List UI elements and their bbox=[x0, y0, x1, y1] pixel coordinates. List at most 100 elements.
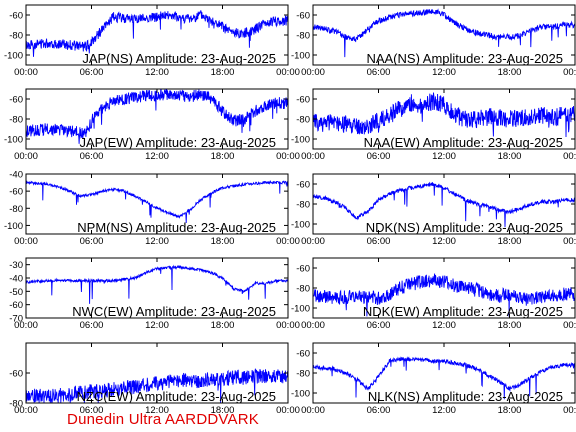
x-tick-label: 00:00 bbox=[301, 320, 325, 331]
y-tick-label: -50 bbox=[9, 287, 23, 298]
x-tick-label: 06:00 bbox=[80, 320, 104, 331]
x-tick-label: 06:00 bbox=[80, 236, 104, 247]
x-tick-label: 00:00 bbox=[276, 236, 300, 247]
y-tick-label: -60 bbox=[296, 264, 310, 275]
panel-7: -70 -60 -50 -40 -30 00:00 06:00 12:00 18:00 00:00… bbox=[9, 257, 300, 331]
y-tick-label: -80 bbox=[9, 399, 23, 410]
x-tick-label: 06:00 bbox=[367, 320, 391, 331]
x-tick-label: 00:00 bbox=[276, 151, 300, 162]
y-tick-label: -80 bbox=[296, 31, 310, 42]
y-tick-label: -40 bbox=[9, 170, 23, 181]
y-tick-label: -80 bbox=[296, 200, 310, 211]
x-tick-label: 00:00 bbox=[301, 67, 325, 78]
panel-title: NLK(NS) Amplitude: 23-Aug-2025 bbox=[368, 389, 563, 404]
x-tick-label: 18:00 bbox=[498, 320, 522, 331]
y-tick-label: -60 bbox=[9, 187, 23, 198]
plot-area bbox=[313, 258, 575, 318]
y-tick-label: -60 bbox=[9, 11, 23, 22]
y-tick-label: -100 bbox=[291, 135, 310, 146]
panel-10: -100-80-6000:0006:0012:0018:0000:00NLK(N… bbox=[291, 342, 576, 416]
x-tick-label: 00:00 bbox=[14, 320, 38, 331]
amplitude-trace bbox=[26, 89, 288, 144]
panel-title: NAA(NS) Amplitude: 23-Aug-2025 bbox=[366, 51, 563, 66]
x-tick-label: 06:00 bbox=[367, 236, 391, 247]
panel-2: -100-80-6000:0006:0012:0018:0000:00NAA(N… bbox=[291, 4, 576, 78]
panel-title: JAP(NS) Amplitude: 23-Aug-2025 bbox=[82, 51, 276, 66]
x-tick-label: 00:00 bbox=[563, 320, 576, 331]
x-tick-label: 00:00 bbox=[563, 151, 576, 162]
x-tick-label: 00:00 bbox=[276, 67, 300, 78]
x-tick-label: 00:00 bbox=[563, 67, 576, 78]
panel-title: NAA(EW) Amplitude: 23-Aug-2025 bbox=[364, 135, 563, 150]
y-tick-label: -80 bbox=[9, 115, 23, 126]
x-tick-label: 18:00 bbox=[211, 236, 235, 247]
y-tick-label: -80 bbox=[9, 204, 23, 215]
x-tick-label: 18:00 bbox=[211, 67, 235, 78]
y-tick-label: -60 bbox=[296, 180, 310, 191]
x-tick-label: 00:00 bbox=[301, 405, 325, 416]
panel-title: NDK(EW) Amplitude: 23-Aug-2025 bbox=[363, 304, 563, 319]
x-tick-label: 00:00 bbox=[14, 151, 38, 162]
panel-4: -100-80-6000:0006:0012:0018:0000:00NAA(E… bbox=[291, 88, 576, 162]
y-tick-label: -60 bbox=[9, 300, 23, 311]
x-tick-label: 06:00 bbox=[80, 67, 104, 78]
x-tick-label: 12:00 bbox=[432, 405, 456, 416]
x-tick-label: 00:00 bbox=[563, 236, 576, 247]
panel-title: NZC(EW) Amplitude: 23-Aug-2025 bbox=[77, 389, 276, 404]
x-tick-label: 06:00 bbox=[367, 151, 391, 162]
amplitude-trace bbox=[26, 264, 288, 304]
x-tick-label: 06:00 bbox=[80, 151, 104, 162]
y-tick-label: -100 bbox=[4, 51, 23, 62]
panel-title: JAP(EW) Amplitude: 23-Aug-2025 bbox=[79, 135, 276, 150]
amplitude-trace bbox=[313, 356, 575, 400]
x-tick-label: 18:00 bbox=[498, 405, 522, 416]
y-tick-label: -100 bbox=[4, 221, 23, 232]
x-tick-label: 12:00 bbox=[432, 67, 456, 78]
y-tick-label: -80 bbox=[296, 284, 310, 295]
x-tick-label: 00:00 bbox=[14, 405, 38, 416]
x-tick-label: 00:00 bbox=[563, 405, 576, 416]
x-tick-label: 12:00 bbox=[145, 67, 169, 78]
panel-8: -100-80-6000:0006:0012:0018:0000:00NDK(E… bbox=[291, 257, 576, 331]
x-tick-label: 12:00 bbox=[432, 320, 456, 331]
y-tick-label: -80 bbox=[296, 115, 310, 126]
x-tick-label: 18:00 bbox=[211, 151, 235, 162]
y-tick-label: -80 bbox=[9, 31, 23, 42]
y-tick-label: -60 bbox=[296, 11, 310, 22]
x-tick-label: 00:00 bbox=[276, 320, 300, 331]
x-tick-label: 12:00 bbox=[432, 151, 456, 162]
amplitude-trace bbox=[313, 92, 575, 138]
x-tick-label: 18:00 bbox=[498, 67, 522, 78]
y-tick-label: -60 bbox=[296, 95, 310, 106]
y-tick-label: -100 bbox=[291, 220, 310, 231]
x-tick-label: 00:00 bbox=[301, 151, 325, 162]
x-tick-label: 00:00 bbox=[14, 236, 38, 247]
amplitude-trace bbox=[26, 368, 288, 403]
x-tick-label: 00:00 bbox=[276, 405, 300, 416]
x-tick-label: 00:00 bbox=[301, 236, 325, 247]
plot-area bbox=[313, 343, 575, 403]
amplitude-trace bbox=[313, 8, 575, 58]
y-tick-label: -70 bbox=[9, 314, 23, 325]
amplitude-trace bbox=[313, 273, 575, 317]
x-tick-label: 12:00 bbox=[145, 236, 169, 247]
x-tick-label: 12:00 bbox=[432, 236, 456, 247]
x-tick-label: 18:00 bbox=[211, 320, 235, 331]
y-tick-label: -100 bbox=[291, 304, 310, 315]
x-tick-label: 12:00 bbox=[145, 320, 169, 331]
amplitude-trace bbox=[26, 10, 288, 57]
panel-title: NDK(NS) Amplitude: 23-Aug-2025 bbox=[366, 220, 563, 235]
y-tick-label: -100 bbox=[4, 135, 23, 146]
y-tick-label: -60 bbox=[296, 349, 310, 360]
amplitude-trace bbox=[313, 181, 575, 228]
x-tick-label: 12:00 bbox=[145, 151, 169, 162]
x-tick-label: 06:00 bbox=[367, 67, 391, 78]
x-tick-label: 18:00 bbox=[498, 236, 522, 247]
y-tick-label: -100 bbox=[291, 51, 310, 62]
x-tick-label: 06:00 bbox=[367, 405, 391, 416]
